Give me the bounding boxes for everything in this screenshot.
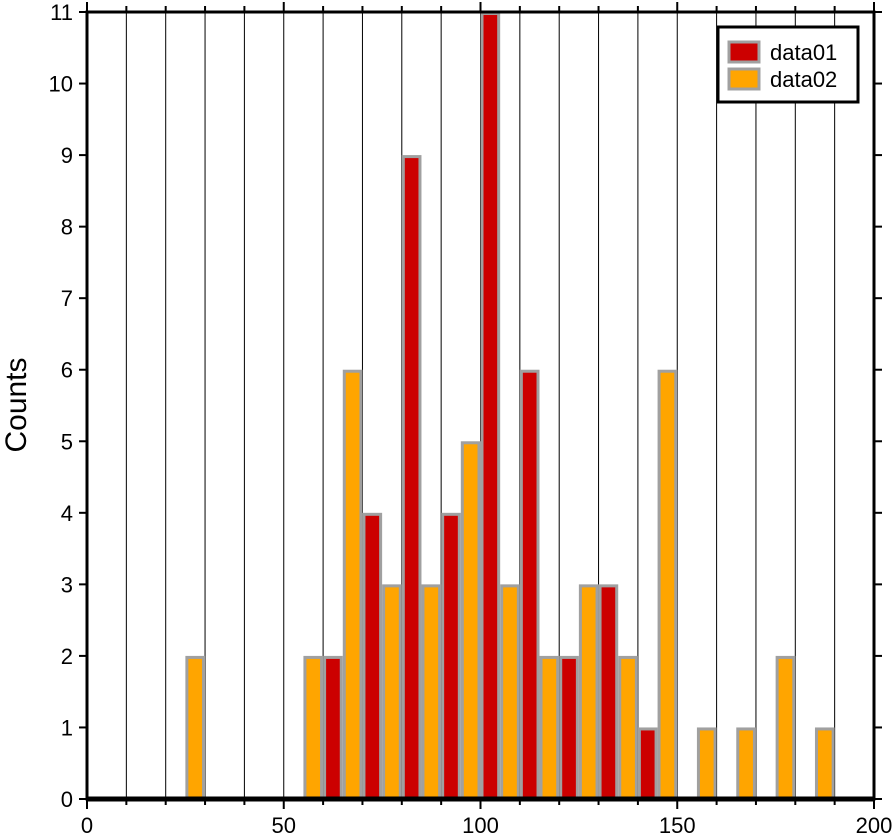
y-tick-label: 9 <box>61 143 73 168</box>
y-tick-label: 7 <box>61 286 73 311</box>
bar-data01 <box>519 369 540 801</box>
bar-data01 <box>598 584 619 801</box>
x-tick-label: 50 <box>272 813 296 835</box>
bar-data02 <box>421 584 442 801</box>
bar-data02 <box>500 584 520 801</box>
bar-data02 <box>578 584 599 801</box>
y-tick-label: 1 <box>61 715 73 740</box>
bar-data02 <box>185 655 206 801</box>
legend-swatch-data02 <box>727 67 761 91</box>
bar-data02 <box>342 369 363 801</box>
y-tick-label: 4 <box>61 501 73 526</box>
x-tick-label: 200 <box>856 813 893 835</box>
x-tick-label: 0 <box>81 813 93 835</box>
bar-data02 <box>382 584 402 801</box>
bar-data01 <box>637 727 658 801</box>
bar-data01 <box>362 512 383 801</box>
bar-data02 <box>736 727 756 801</box>
bar-data01 <box>401 155 422 801</box>
bar-data01 <box>441 512 461 801</box>
legend-swatch-data01 <box>727 40 761 64</box>
y-axis-label: Counts <box>0 357 33 452</box>
bar-data02 <box>618 655 638 801</box>
y-tick-label: 5 <box>61 429 73 454</box>
bar-data02 <box>814 727 835 801</box>
x-tick-label: 150 <box>659 813 696 835</box>
bars <box>185 12 835 801</box>
legend-label-data01: data01 <box>770 40 837 65</box>
bar-data01 <box>559 655 579 801</box>
bar-data01 <box>480 12 501 801</box>
legend-label-data02: data02 <box>770 67 837 92</box>
bar-data02 <box>539 655 560 801</box>
y-tick-label: 2 <box>61 644 73 669</box>
bar-data02 <box>460 441 481 801</box>
y-tick-label: 10 <box>49 72 73 97</box>
y-tick-label: 11 <box>50 0 73 25</box>
y-tick-label: 6 <box>61 358 73 383</box>
bar-data02 <box>303 655 324 801</box>
x-tick-label: 100 <box>462 813 499 835</box>
bar-data01 <box>323 655 343 801</box>
y-tick-label: 3 <box>61 572 73 597</box>
bar-data02 <box>696 727 717 801</box>
axes: 0 50 100 150 200 0 1 2 3 4 5 6 7 8 9 10 11 <box>49 0 893 835</box>
y-tick-label: 0 <box>61 787 73 812</box>
y-tick-label: 8 <box>61 215 73 240</box>
bar-data02 <box>775 655 796 801</box>
bar-data02 <box>657 369 678 801</box>
